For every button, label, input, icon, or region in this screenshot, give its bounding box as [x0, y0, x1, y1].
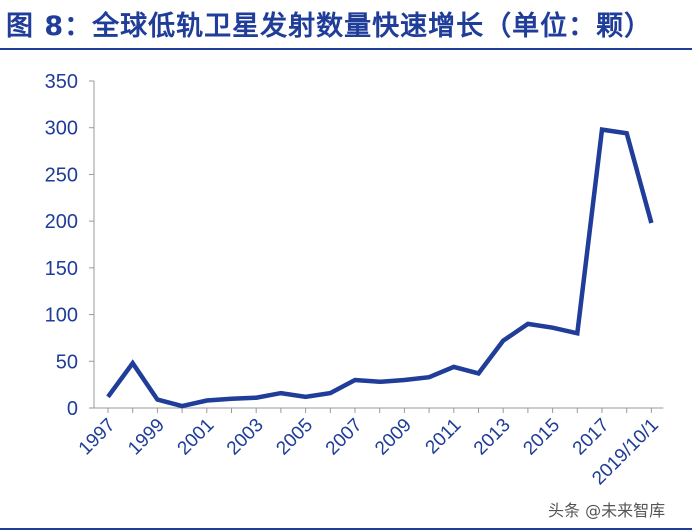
bottom-divider: [0, 528, 692, 530]
y-tick-label: 300: [45, 118, 78, 140]
y-tick-label: 200: [45, 211, 78, 233]
chart-title: 图 8：全球低轨卫星发射数量快速增长（单位：颗）: [6, 11, 653, 42]
title-divider: [0, 48, 692, 50]
x-tick-label: 2011: [422, 415, 466, 459]
y-tick-label: 100: [45, 305, 78, 327]
series-line-0: [106, 127, 654, 409]
y-tick-label: 250: [45, 164, 78, 186]
y-tick-label: 0: [67, 398, 78, 420]
x-tick-label: 2007: [322, 415, 367, 460]
y-tick-label: 50: [56, 351, 78, 373]
x-tick-label: 2005: [272, 415, 317, 460]
x-tick-label: 2001: [174, 415, 219, 460]
x-tick-label: 2015: [519, 415, 564, 460]
x-tick-label: 2009: [371, 415, 416, 460]
x-tick-label: 2017: [569, 415, 614, 460]
watermark: 头条 @未来智库: [548, 501, 666, 520]
x-tick-label: 1999: [124, 415, 169, 460]
x-tick-label: 1997: [75, 415, 120, 460]
x-tick-label: 2003: [223, 415, 268, 460]
y-tick-label: 150: [45, 258, 78, 280]
y-tick-label: 350: [45, 71, 78, 93]
x-tick-label: 2013: [470, 415, 515, 460]
